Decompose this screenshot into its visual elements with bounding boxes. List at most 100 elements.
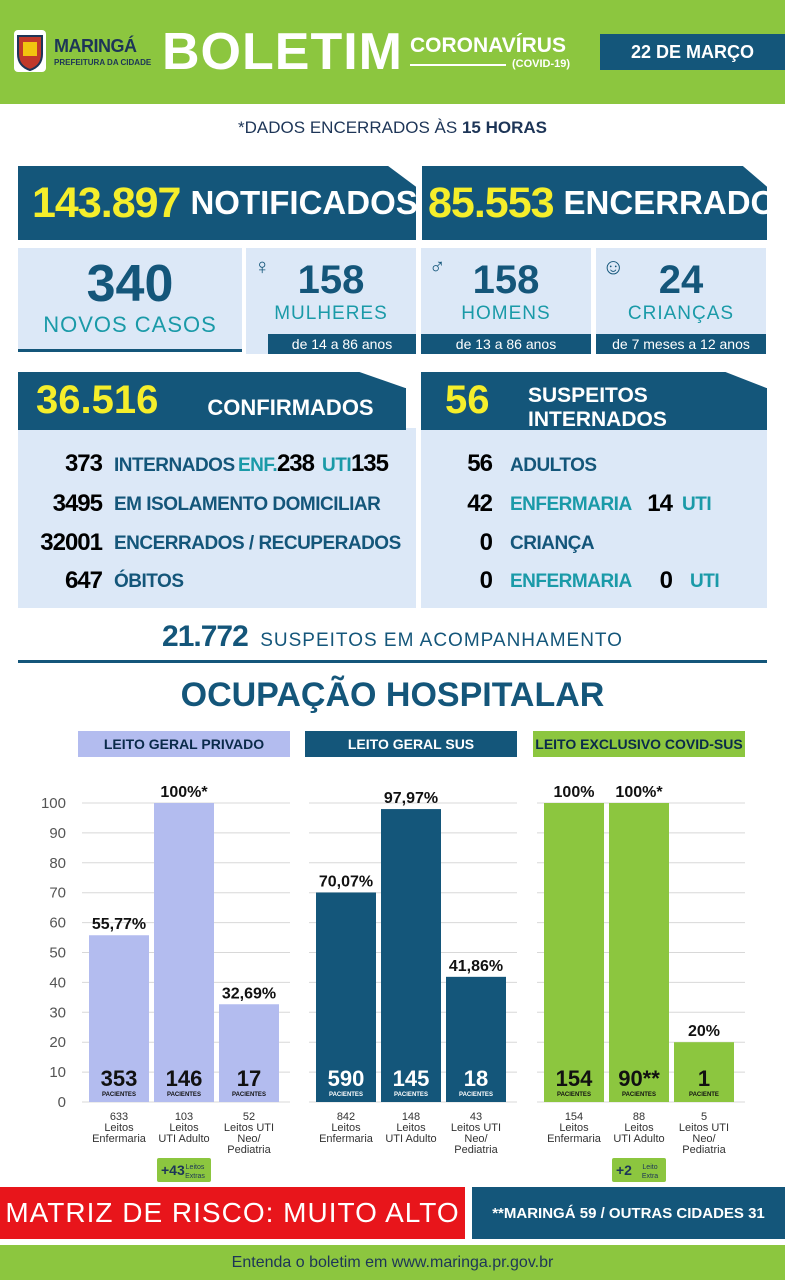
bar-patients-value: 146 [166,1066,203,1091]
bar-patients-value: 353 [101,1066,138,1091]
notificados-banner: 143.897 NOTIFICADOS [18,166,416,240]
bar-category-label: Leitos [624,1122,654,1134]
data-cutoff-note: *DADOS ENCERRADOS ÀS 15 HORAS [0,118,785,138]
child-icon: ☺ [602,254,625,279]
mulheres-card: ♀ 158 MULHERES de 14 a 86 anos [246,248,416,354]
bar-total-beds: 88 [633,1111,645,1123]
notificados-label: NOTIFICADOS [190,184,418,221]
extra-beds-label: Leitos [186,1164,205,1171]
bar-pct-label: 100%* [615,784,663,801]
uti-value: 135 [350,450,389,477]
bar [446,976,506,1102]
uti-label: UTI [322,455,352,476]
uti-child-value: 0 [659,567,673,594]
obitos-label: ÓBITOS [114,571,184,592]
bar-category-label: UTI Adulto [385,1133,436,1145]
bar-patients-label: PACIENTES [394,1092,428,1098]
bar [154,803,214,1102]
bar-total-beds: 633 [110,1111,128,1123]
obitos-value: 647 [64,567,103,594]
bar-pct-label: 97,97% [384,790,438,807]
bar-category-label: Pediatria [227,1144,271,1156]
extra-beds-badge [612,1158,666,1182]
bar-total-beds: 148 [402,1111,420,1123]
y-tick-label: 60 [49,915,66,932]
bar-pct-label: 32,69% [222,985,276,1002]
confirmados-value: 36.516 [36,378,159,422]
novos-value: 340 [86,255,174,313]
acompanhamento-line: 21.772 SUSPEITOS EM ACOMPANHAMENTO [0,620,785,654]
note-prefix: *DADOS ENCERRADOS ÀS [238,118,458,137]
encerrados-label: ENCERRADOS [563,184,785,221]
enf-label: ENF. [238,455,278,476]
criancas-value: 24 [658,258,704,302]
crianca-label: CRIANÇA [510,533,595,554]
adultos-value: 56 [467,450,493,477]
notificados-value: 143.897 [32,178,181,227]
note-hour: 15 HORAS [461,118,547,137]
bar-pct-label: 70,07% [319,873,373,890]
male-icon: ♂ [429,254,446,279]
bar-patients-value: 17 [237,1066,261,1091]
internados-value: 373 [64,450,103,477]
mulheres-age: de 14 a 86 anos [268,334,416,354]
bar [89,935,149,1102]
bar-category-label: Leitos [396,1122,426,1134]
y-tick-label: 0 [58,1094,66,1111]
bar-category-label: Neo/ [692,1133,716,1145]
extra-beds-value: +43 [161,1162,185,1178]
enf-child-label: ENFERMARIA [510,571,632,592]
bar [219,1004,279,1102]
bar-patients-value: 18 [464,1066,488,1091]
recuperados-value: 32001 [40,529,103,556]
bar-patients-label: PACIENTES [557,1092,591,1098]
bar-total-beds: 103 [175,1111,193,1123]
bar-patients-value: 154 [556,1066,593,1091]
city-subtitle: PREFEITURA DA CIDADE [54,58,152,67]
encerrados-banner: 85.553 ENCERRADOS [422,166,767,240]
y-tick-label: 30 [49,1004,66,1021]
bar [316,892,376,1102]
divider [18,660,767,663]
enf-value: 238 [276,450,315,477]
bar-total-beds: 154 [565,1111,583,1123]
bar-total-beds: 52 [243,1111,255,1123]
bar-category-label: UTI Adulto [158,1133,209,1145]
homens-value: 158 [472,258,540,302]
bar-category-label: Neo/ [237,1133,261,1145]
uti-adult-label: UTI [682,494,712,515]
enf-child-value: 0 [479,567,493,594]
risk-banner: MATRIZ DE RISCO: MUITO ALTO [0,1187,465,1239]
city-name: MARINGÁ [54,36,137,56]
isolamento-label: EM ISOLAMENTO DOMICILIAR [114,494,381,515]
bar-pct-label: 55,77% [92,916,146,933]
mulheres-label: MULHERES [274,303,388,324]
footer-link[interactable]: Entenda o boletim em www.maringa.pr.gov.… [0,1245,785,1280]
criancas-label: CRIANÇAS [627,303,735,324]
group-header-covid: LEITO EXCLUSIVO COVID-SUS [533,731,745,757]
criancas-card: ☺ 24 CRIANÇAS de 7 meses a 12 anos [596,248,766,354]
bar-patients-label: PACIENTES [102,1092,136,1098]
divider [410,64,506,66]
bar-patients-value: 90** [618,1066,660,1091]
criancas-age: de 7 meses a 12 anos [596,334,766,354]
bar-patients-value: 590 [328,1066,365,1091]
bar-category-label: Leitos UTI [224,1122,274,1134]
homens-age: de 13 a 86 anos [421,334,591,354]
bar-category-label: Enfermaria [547,1133,602,1145]
group-header-privado: LEITO GERAL PRIVADO [78,731,290,757]
uti-adult-value: 14 [647,490,673,517]
bar-category-label: Pediatria [682,1144,726,1156]
crianca-value: 0 [479,529,493,556]
bar-category-label: Pediatria [454,1144,498,1156]
enf-adult-label: ENFERMARIA [510,494,632,515]
bar-patients-label: PACIENTE [689,1092,719,1098]
suspeitos-panel [421,428,767,608]
covid-label: (COVID-19) [512,58,571,70]
y-tick-label: 80 [49,855,66,872]
extra-beds-label: Leito [642,1164,657,1171]
female-icon: ♀ [254,254,271,279]
bar-pct-label: 100% [554,784,595,801]
y-tick-label: 20 [49,1034,66,1051]
section-title: OCUPAÇÃO HOSPITALAR [180,676,605,714]
